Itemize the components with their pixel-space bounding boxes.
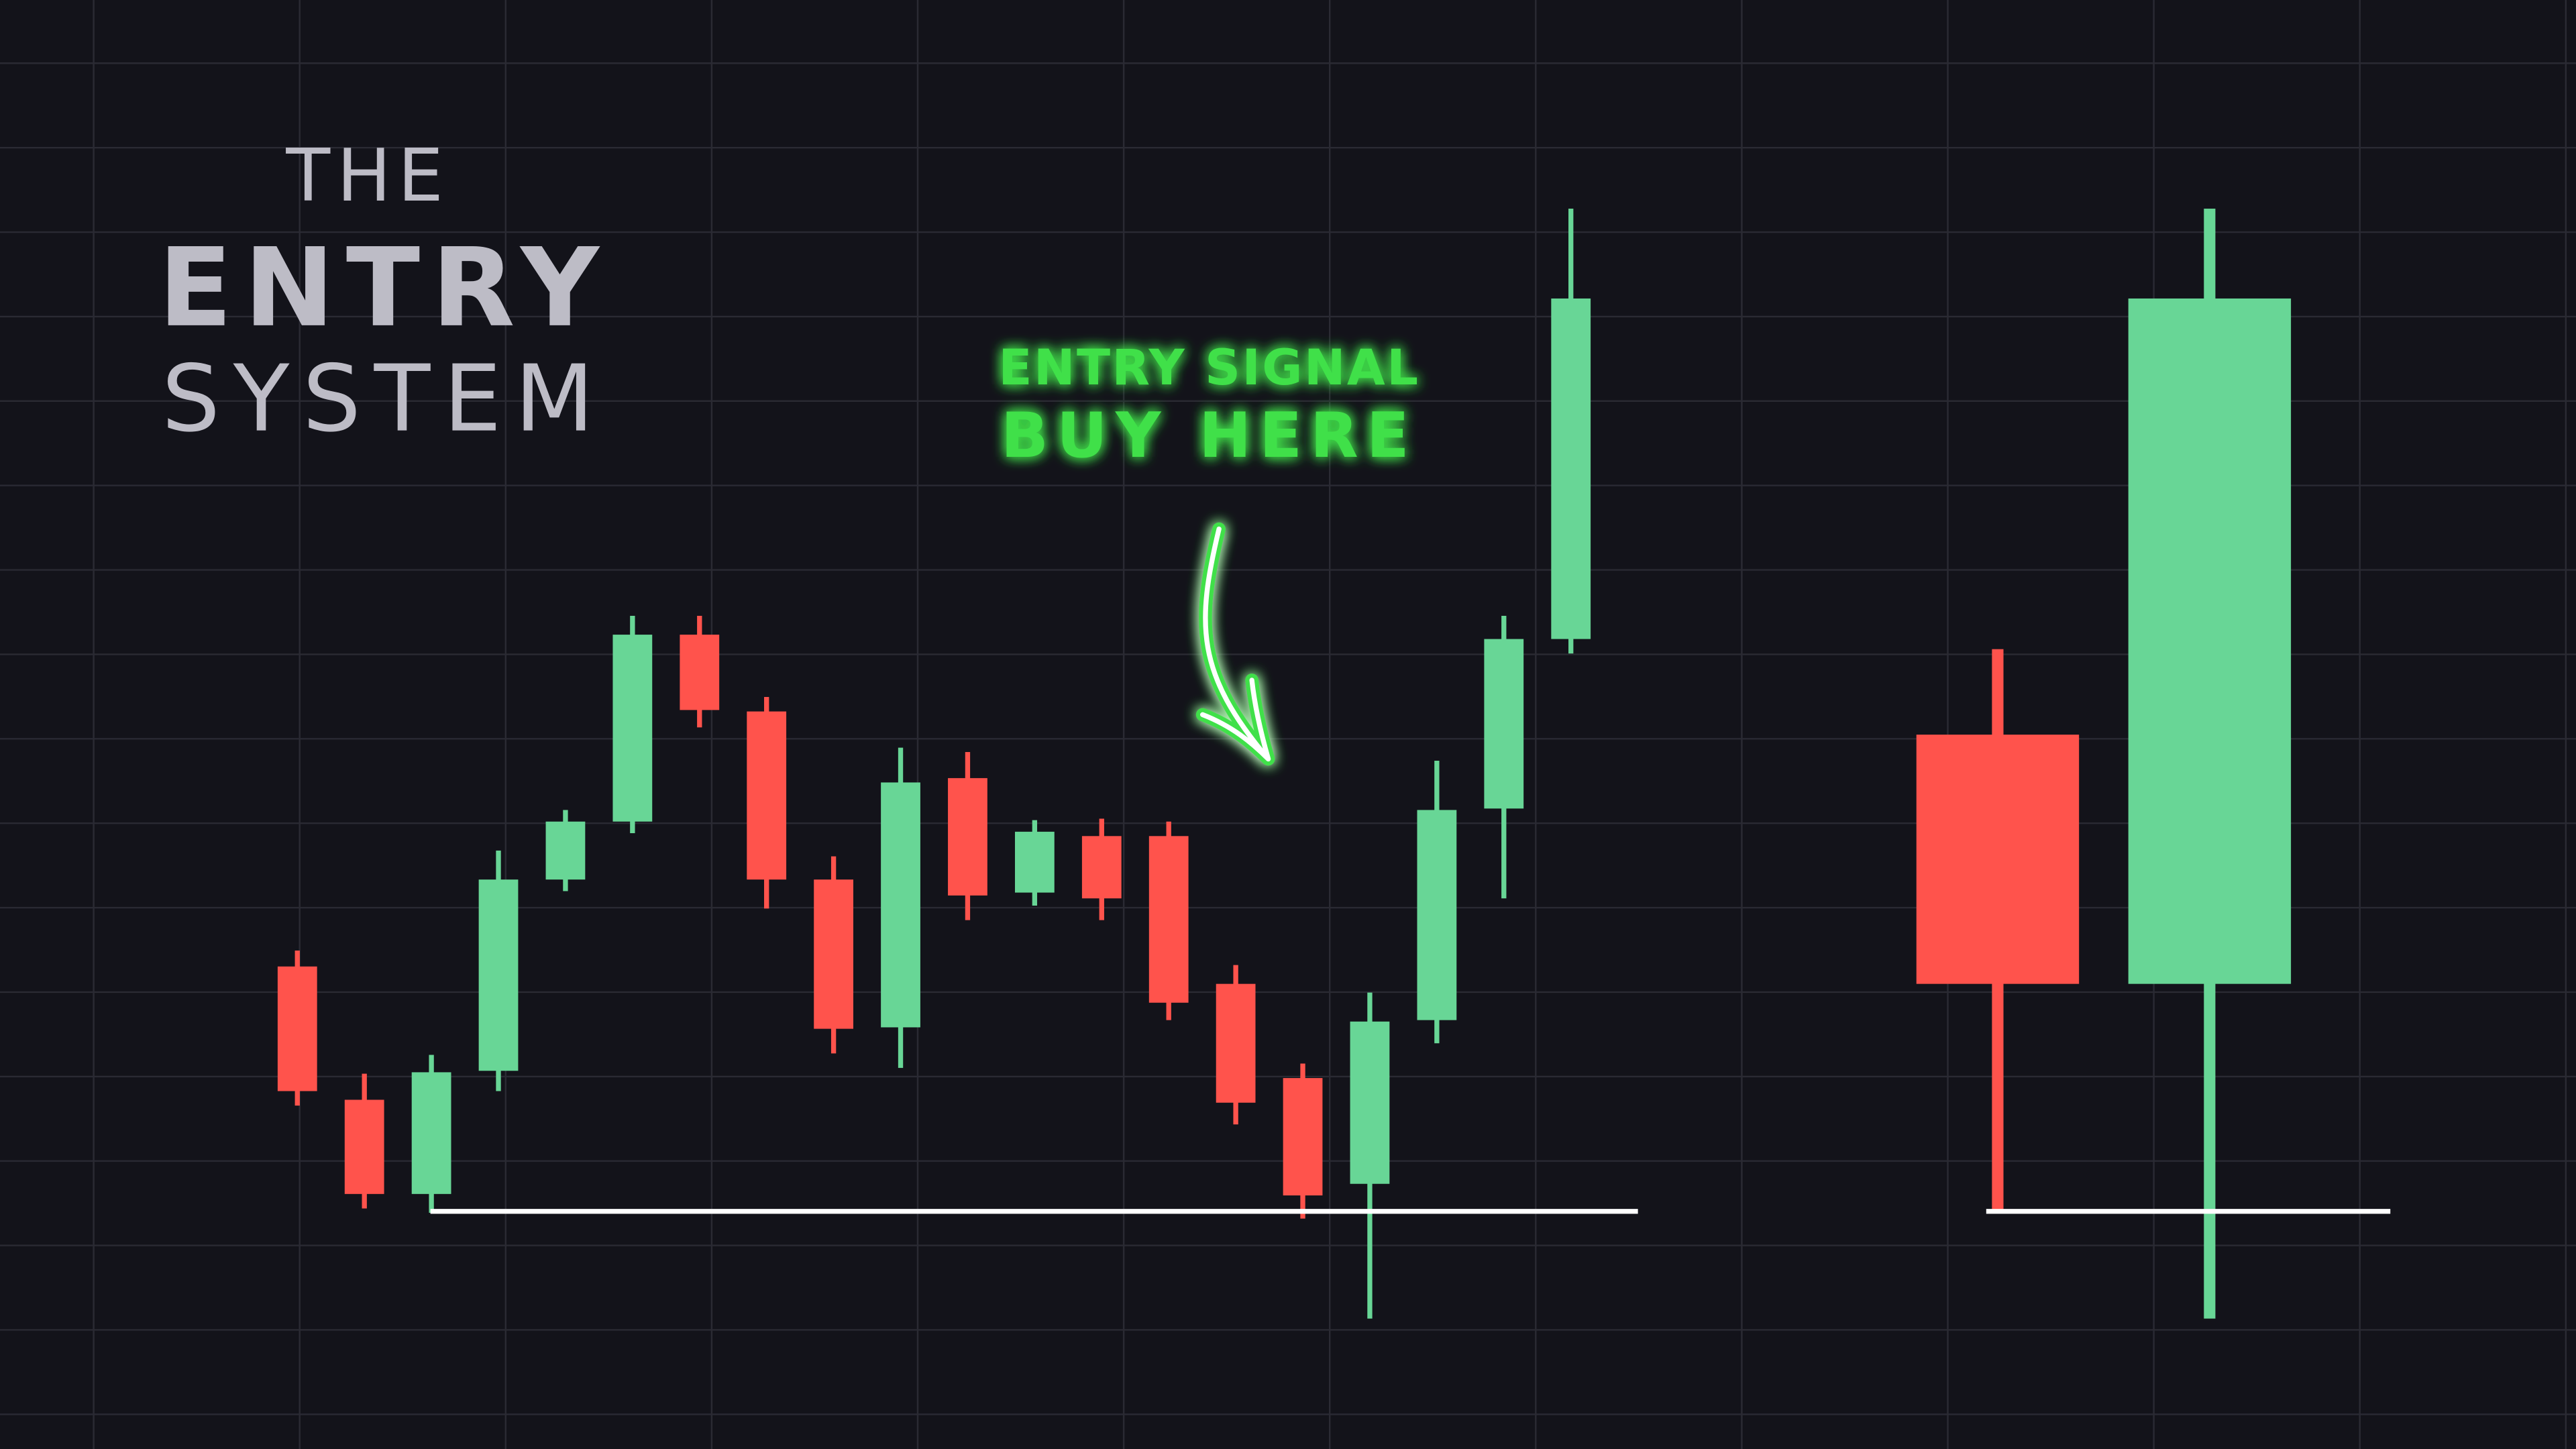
title-entry: ENTRY <box>158 225 610 352</box>
candle-body <box>478 879 519 1071</box>
candle-body <box>1014 831 1055 893</box>
candle-body <box>344 1099 384 1194</box>
candle-bullish <box>1350 992 1390 1319</box>
candle-bullish <box>1484 616 1524 899</box>
candle-body <box>545 821 586 880</box>
entry-signal-label: ENTRY SIGNAL <box>998 339 1419 396</box>
candle-bearish <box>680 616 720 728</box>
candle-body <box>1417 810 1457 1020</box>
candle-bullish <box>1551 209 1591 654</box>
candle-bearish <box>344 1073 384 1209</box>
candle-body <box>747 711 787 880</box>
entry-annotation: ENTRY SIGNAL BUY HERE <box>998 339 1419 766</box>
candle-bearish <box>1283 1063 1323 1219</box>
curved-arrow-down-icon <box>1195 522 1275 766</box>
candle-bearish <box>1081 818 1122 920</box>
candle-body <box>1283 1078 1323 1195</box>
candle-body <box>1216 983 1256 1103</box>
candlestick-chart-main <box>277 209 1638 1319</box>
candle-body <box>1081 836 1122 899</box>
candle-bullish <box>612 616 653 833</box>
candle-bullish <box>545 810 586 892</box>
buy-here-label: BUY HERE <box>1001 399 1417 472</box>
title-the: THE <box>285 134 449 218</box>
candle-body <box>948 777 987 896</box>
title-block: THE ENTRY SYSTEM <box>158 134 610 453</box>
candle-body <box>1148 836 1189 1003</box>
candle-body <box>1484 639 1524 809</box>
candle-body <box>814 879 853 1029</box>
candle-bullish <box>1014 820 1055 906</box>
candle-bearish <box>814 856 853 1054</box>
candle-body <box>1551 298 1591 639</box>
candle-bullish <box>1417 761 1457 1044</box>
candle-bearish <box>948 752 987 920</box>
candle-body <box>680 635 720 710</box>
candle-bullish <box>478 850 519 1091</box>
candle-body <box>1350 1021 1390 1184</box>
candle-bearish <box>277 950 317 1106</box>
candle-bullish <box>2128 209 2292 1319</box>
candle-bearish <box>1216 965 1256 1125</box>
candle-bullish <box>881 747 920 1068</box>
candle-body <box>2128 298 2292 984</box>
candle-bearish <box>1916 649 2080 1213</box>
candle-body <box>612 635 653 822</box>
candle-body <box>1916 735 2080 984</box>
candlestick-chart-zoomed <box>1916 209 2391 1319</box>
candle-body <box>277 966 317 1091</box>
candle-body <box>411 1072 451 1194</box>
candle-bearish <box>747 696 787 909</box>
candle-body <box>881 782 920 1028</box>
candle-bearish <box>1148 821 1189 1020</box>
title-system: SYSTEM <box>162 346 607 453</box>
candle-bullish <box>411 1055 451 1213</box>
